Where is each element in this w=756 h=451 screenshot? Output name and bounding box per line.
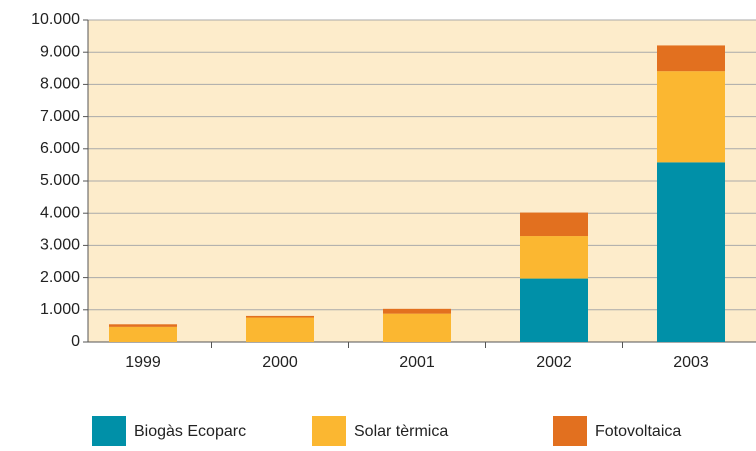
bar-segment <box>657 162 725 342</box>
legend-swatch <box>312 416 346 446</box>
bar-segment <box>109 324 177 327</box>
y-tick-label: 8.000 <box>40 76 80 93</box>
x-tick-label: 2002 <box>536 354 572 371</box>
y-tick-label: 4.000 <box>40 204 80 221</box>
bar-segment <box>657 45 725 72</box>
y-tick-label: 5.000 <box>40 172 80 189</box>
bar-segment <box>246 315 314 318</box>
x-tick-label: 2003 <box>673 354 709 371</box>
bar-segment <box>520 212 588 237</box>
legend-label: Biogàs Ecoparc <box>134 423 246 440</box>
bar-segment <box>657 71 725 163</box>
legend-label: Solar tèrmica <box>354 423 448 440</box>
x-tick-label: 2000 <box>262 354 298 371</box>
bar-segment <box>520 278 588 342</box>
y-tick-label: 10.000 <box>31 11 80 28</box>
bar-segment <box>383 313 451 342</box>
bar-segment <box>246 317 314 342</box>
y-tick-label: 1.000 <box>40 301 80 318</box>
y-tick-label: 7.000 <box>40 108 80 125</box>
y-tick-label: 9.000 <box>40 43 80 60</box>
y-tick-label: 2.000 <box>40 269 80 286</box>
y-tick-label: 6.000 <box>40 140 80 157</box>
legend-swatch <box>92 416 126 446</box>
bar-segment <box>383 308 451 314</box>
legend-label: Fotovoltaica <box>595 423 681 440</box>
legend-swatch <box>553 416 587 446</box>
bar-segment <box>520 236 588 279</box>
y-tick-label: 3.000 <box>40 237 80 254</box>
y-tick-label: 0 <box>71 333 80 350</box>
x-tick-label: 2001 <box>399 354 435 371</box>
x-tick-label: 1999 <box>125 354 161 371</box>
bar-segment <box>109 326 177 342</box>
